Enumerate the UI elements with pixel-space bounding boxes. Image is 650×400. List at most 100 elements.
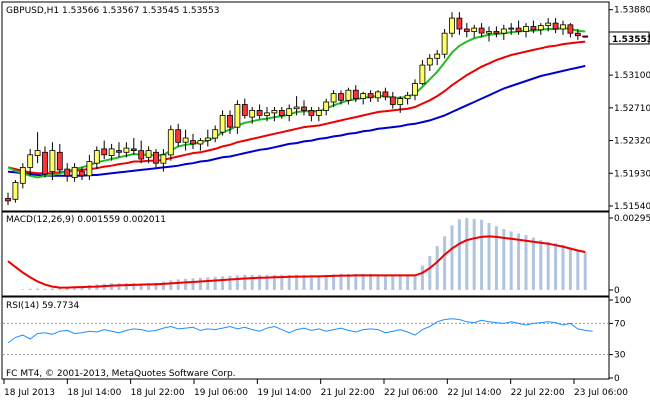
- candle-body: [478, 27, 485, 34]
- candle-body: [12, 182, 19, 200]
- candle-body: [293, 106, 300, 110]
- macd-histogram-bar: [287, 274, 291, 290]
- candle-body: [278, 110, 285, 116]
- ma-mid-line: [7, 40, 586, 175]
- candle-body: [419, 64, 426, 84]
- macd-histogram-bar: [184, 278, 188, 290]
- macd-histogram-bar: [346, 273, 350, 290]
- macd-histogram-bar: [354, 273, 358, 290]
- candle-body: [367, 93, 374, 99]
- candle-body: [93, 150, 100, 164]
- macd-histogram-bar: [457, 219, 461, 290]
- axes-layer: 1.53880 1.53553 1.53100 1.52710 1.52320 1.519…: [3, 6, 650, 398]
- macd-histogram-bar: [169, 280, 173, 290]
- candle-body: [523, 26, 529, 32]
- x-tick-label: 18 Jul 22:00: [131, 388, 185, 398]
- candle-body: [56, 151, 63, 171]
- macd-histogram-bar: [554, 243, 558, 290]
- candle-body: [42, 151, 48, 175]
- macd-histogram-bar: [406, 275, 410, 290]
- macd-histogram-bar: [450, 225, 454, 290]
- candle-body: [463, 28, 470, 32]
- macd-histogram-bar: [309, 275, 313, 290]
- candle-body: [552, 22, 559, 30]
- macd-histogram-bar: [502, 229, 506, 290]
- candle-body: [397, 98, 404, 105]
- candle-body: [204, 137, 211, 141]
- candle-body: [116, 150, 122, 153]
- candle-body: [330, 93, 337, 103]
- macd-histogram-bar: [435, 246, 439, 290]
- macd-histogram-bar: [420, 265, 424, 290]
- candle-body: [286, 108, 293, 116]
- price-panel-frame: [1, 1, 610, 212]
- candle-body: [271, 110, 278, 114]
- candle-body: [582, 35, 589, 38]
- macd-histogram-bar: [235, 275, 239, 290]
- macd-histogram-bar: [139, 283, 143, 290]
- macd-histogram-bar: [272, 274, 276, 290]
- macd-histogram-bar: [524, 235, 528, 290]
- macd-histogram-bar: [509, 231, 513, 290]
- candle-body: [153, 151, 159, 164]
- candle-body: [500, 28, 507, 34]
- macd-histogram-bar: [50, 288, 54, 290]
- candle-body: [138, 150, 145, 160]
- candle-body: [323, 101, 330, 111]
- macd-histogram-bar: [176, 279, 180, 290]
- candle-body: [382, 91, 389, 98]
- macd-histogram-bar: [391, 276, 395, 290]
- macd-tick-label: 0: [614, 286, 620, 296]
- candle-body: [212, 129, 219, 139]
- current-price-tag: [608, 31, 650, 45]
- candle-body: [352, 89, 359, 99]
- candle-body: [175, 129, 182, 143]
- candle-body: [234, 104, 241, 128]
- macd-histogram-bar: [43, 289, 47, 290]
- macd-histogram-bar: [494, 226, 498, 290]
- candle-body: [108, 148, 115, 156]
- candle-body: [160, 154, 167, 164]
- rsi-series-layer: [3, 318, 608, 356]
- candle-body: [301, 106, 307, 111]
- price-tick-label: 1.52320: [614, 137, 650, 147]
- candle-body: [486, 31, 492, 34]
- candle-body: [86, 161, 93, 177]
- candle-body: [404, 94, 411, 100]
- candle-body: [197, 140, 204, 145]
- candle-body: [182, 137, 189, 143]
- x-tick-label: 19 Jul 14:00: [257, 388, 311, 398]
- candle-body: [27, 154, 34, 168]
- macd-histogram-bar: [561, 244, 565, 290]
- rsi-tick-label: 100: [614, 296, 631, 306]
- price-tick-label: 1.51540: [614, 202, 650, 212]
- x-tick-label: 19 Jul 06:00: [194, 388, 248, 398]
- candle-body: [34, 150, 41, 157]
- x-tick-label: 23 Jul 06:00: [574, 388, 628, 398]
- x-tick-label: 18 Jul 2013: [4, 388, 55, 398]
- candle-body: [64, 168, 71, 177]
- ma-slow-line: [7, 64, 586, 177]
- macd-histogram-bar: [369, 273, 373, 290]
- price-tick-label: 1.53100: [614, 71, 650, 81]
- candle-body: [5, 197, 11, 202]
- candle-body: [19, 166, 26, 184]
- rsi-tick-label: 0: [614, 374, 620, 384]
- macd-histogram-bar: [228, 275, 232, 290]
- candle-body: [560, 24, 566, 30]
- candle-body: [167, 129, 174, 156]
- rsi-tick-label: 30: [614, 351, 626, 361]
- macd-histogram-bar: [65, 288, 69, 290]
- macd-histogram-bar: [154, 282, 158, 290]
- candle-body: [219, 115, 226, 133]
- macd-histogram-bar: [280, 274, 284, 290]
- macd-histogram-bar: [295, 274, 299, 290]
- candle-body: [515, 27, 522, 32]
- macd-histogram-bar: [132, 283, 136, 290]
- price-tick-label: 1.52710: [614, 104, 650, 114]
- candle-body: [227, 115, 233, 128]
- candle-body: [308, 110, 315, 116]
- macd-histogram-bar: [258, 274, 262, 290]
- candle-body: [264, 112, 270, 116]
